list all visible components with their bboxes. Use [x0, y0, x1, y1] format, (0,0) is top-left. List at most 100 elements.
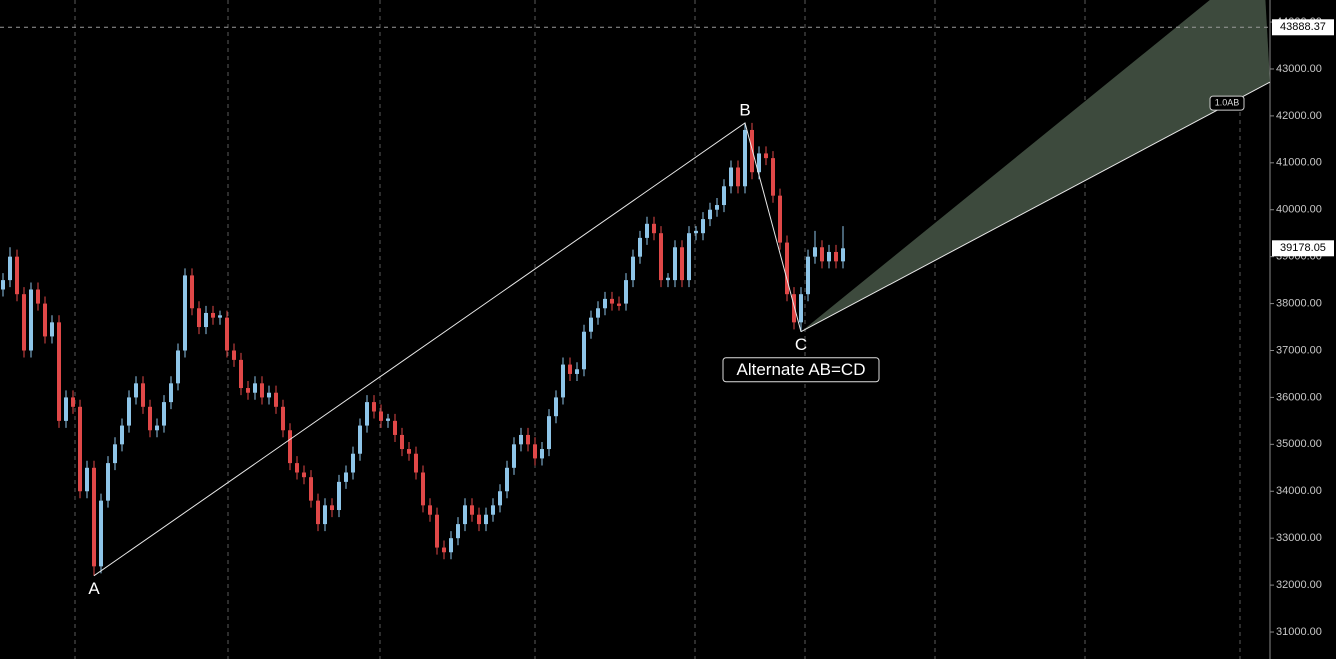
candle-body — [281, 406, 285, 431]
candle-body — [169, 383, 173, 403]
y-tick-label: 42000.00 — [1276, 110, 1322, 122]
candle-body — [568, 364, 572, 374]
y-tick-label: 40000.00 — [1276, 204, 1322, 216]
candle-body — [50, 322, 54, 337]
candle-body — [834, 251, 838, 262]
candle-body — [176, 350, 180, 384]
candle-body — [92, 467, 96, 567]
candle-body — [764, 153, 768, 159]
candle-body — [204, 312, 208, 328]
projection-fan — [801, 0, 1270, 332]
candle-body — [477, 514, 481, 525]
candle-body — [778, 195, 782, 243]
candle-body — [302, 472, 306, 478]
candle-body — [589, 317, 593, 332]
candle-body — [610, 298, 614, 304]
candle-body — [519, 434, 523, 445]
candle-body — [29, 289, 33, 351]
pattern-label: Alternate AB=CD — [737, 360, 866, 379]
candle-body — [190, 275, 194, 309]
candle-body — [232, 350, 236, 360]
candle-body — [792, 294, 796, 323]
candle-body — [456, 524, 460, 539]
candle-body — [638, 237, 642, 257]
candle-body — [736, 167, 740, 187]
candle-body — [351, 453, 355, 473]
candle-body — [246, 388, 250, 393]
candle-body — [799, 294, 803, 323]
candle-body — [386, 418, 390, 421]
candle-body — [127, 397, 131, 426]
candle-body — [288, 430, 292, 464]
candle-body — [344, 472, 348, 482]
pattern-point-label: A — [88, 579, 100, 598]
candle-body — [99, 500, 103, 567]
candle-body — [687, 233, 691, 281]
candle-body — [316, 500, 320, 525]
last-price: 39178.05 — [1280, 242, 1326, 254]
candle-body — [260, 383, 264, 398]
candle-body — [708, 209, 712, 220]
candle-body — [512, 444, 516, 468]
time-grid — [74, 0, 1241, 659]
y-tick-label: 34000.00 — [1276, 485, 1322, 497]
candle-body — [1, 280, 5, 290]
candle-body — [15, 256, 19, 295]
candle-body — [582, 331, 586, 370]
candle-body — [449, 538, 453, 553]
pattern-point-label: B — [739, 100, 750, 119]
candle-body — [309, 477, 313, 501]
candle-body — [155, 425, 159, 431]
candle-body — [701, 219, 705, 234]
candle-body — [785, 242, 789, 295]
candle-body — [372, 402, 376, 412]
candle-body — [820, 247, 824, 262]
candle-body — [393, 420, 397, 435]
crosshair-price-box — [1272, 19, 1334, 36]
candle-body — [743, 129, 747, 187]
candle-body — [652, 223, 656, 234]
candle-body — [358, 425, 362, 454]
y-tick-label: 38000.00 — [1276, 297, 1322, 309]
candle-body — [771, 158, 775, 196]
candle-body — [379, 411, 383, 421]
candle-body — [491, 505, 495, 515]
y-tick-label: 36000.00 — [1276, 391, 1322, 403]
y-tick-label: 33000.00 — [1276, 532, 1322, 544]
candle-body — [463, 505, 467, 525]
candle-body — [43, 303, 47, 337]
candle-body — [183, 275, 187, 351]
candle-body — [365, 402, 369, 426]
candle-body — [631, 256, 635, 281]
candle-body — [526, 434, 530, 445]
y-tick-label: 31000.00 — [1276, 626, 1322, 638]
candle-body — [267, 392, 271, 398]
candle-body — [561, 364, 565, 398]
candle-body — [400, 434, 404, 450]
candle-body — [673, 247, 677, 281]
projection-edge — [800, 81, 1270, 333]
crosshair-price: 43888.37 — [1280, 21, 1326, 33]
candle-body — [715, 205, 719, 210]
candle-body — [218, 315, 222, 318]
candle-body — [750, 129, 754, 173]
candle-body — [407, 449, 411, 454]
candle-body — [603, 298, 607, 309]
candle-body — [64, 397, 68, 421]
candle-body — [78, 406, 82, 492]
candle-body — [36, 289, 40, 304]
y-tick-label: 32000.00 — [1276, 579, 1322, 591]
candle-body — [813, 247, 817, 257]
candle-body — [547, 416, 551, 450]
last-price-box — [1272, 240, 1334, 257]
projection-tag-box — [1209, 95, 1245, 111]
plot-clip — [1, 0, 1270, 577]
candle-body — [666, 277, 670, 281]
y-tick-label: 35000.00 — [1276, 438, 1322, 450]
projection-tag: 1.0AB — [1215, 97, 1240, 107]
candle-body — [141, 383, 145, 407]
candle-body — [533, 444, 537, 459]
candle-body — [197, 308, 201, 328]
